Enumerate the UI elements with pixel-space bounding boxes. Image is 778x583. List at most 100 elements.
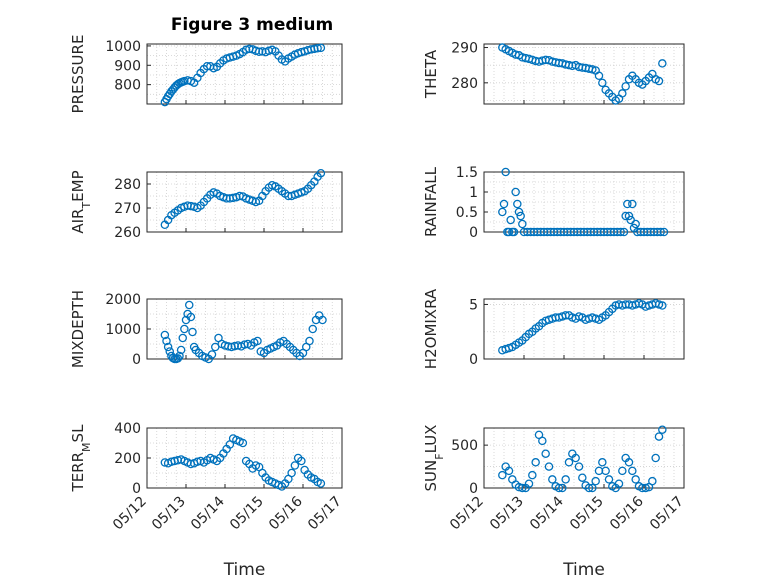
- data-point: [176, 345, 186, 355]
- y-tick-label: 400: [114, 421, 141, 437]
- y-axis-label: THETA: [422, 49, 440, 99]
- data-point: [658, 425, 667, 434]
- data-point: [594, 71, 604, 81]
- y-tick-label: 270: [114, 201, 141, 217]
- data-point: [601, 466, 610, 476]
- data-point: [619, 227, 629, 237]
- data-point: [238, 438, 248, 448]
- x-tick-label: 05/15: [227, 494, 267, 534]
- panel-h2omixra: 0 5 H2OMIXRA: [422, 288, 685, 369]
- series-points: [160, 43, 326, 107]
- data-point: [162, 336, 171, 346]
- series-points: [160, 300, 327, 364]
- y-axis-label-main: MIXDEPTH: [69, 290, 87, 368]
- axes-frame: [483, 427, 685, 489]
- data-point: [316, 479, 326, 488]
- data-point: [631, 219, 640, 229]
- y-axis-label-suffix: SL: [69, 424, 87, 443]
- data-point: [511, 187, 520, 197]
- y-tick-label: 1000: [105, 39, 141, 55]
- data-point: [258, 47, 267, 56]
- x-tick-label: 05/16: [266, 493, 306, 533]
- data-point: [604, 475, 614, 484]
- data-point: [624, 458, 634, 467]
- y-tick-label: 0.5: [456, 205, 478, 221]
- x-axis-label: Time: [223, 560, 266, 580]
- data-point: [554, 483, 564, 493]
- series-points: [498, 299, 667, 355]
- data-point: [623, 199, 632, 209]
- data-point: [651, 453, 660, 463]
- y-axis-label-suffix: EMP: [69, 170, 87, 201]
- panel-mixdepth: 0 1000 2000 MIXDEPTH: [69, 290, 343, 368]
- data-point: [628, 199, 637, 209]
- data-point: [308, 324, 317, 334]
- data-point: [287, 468, 296, 478]
- y-tick-label: 1: [469, 185, 478, 201]
- y-axis-label-subscript: M: [80, 442, 93, 452]
- y-tick-label: 900: [114, 58, 141, 74]
- y-axis-label: PRESSURE: [69, 35, 87, 114]
- data-point: [654, 432, 664, 441]
- data-point: [624, 211, 634, 221]
- data-point: [616, 227, 625, 237]
- data-point: [518, 219, 527, 229]
- figure-title: Figure 3 medium: [171, 15, 333, 35]
- data-point: [588, 483, 597, 493]
- data-point: [631, 475, 640, 484]
- data-point: [514, 207, 524, 217]
- data-point: [316, 168, 326, 178]
- data-point: [506, 215, 515, 225]
- y-tick-label: 280: [114, 177, 141, 193]
- data-point: [516, 211, 525, 221]
- y-axis-label-main: H2OMIXRA: [422, 288, 440, 369]
- data-point: [584, 483, 594, 493]
- series-points: [498, 167, 669, 237]
- data-point: [318, 315, 327, 325]
- data-point: [504, 466, 514, 476]
- data-point: [558, 483, 567, 493]
- panel-air_temp: 260 270 280 AIRTEMP: [69, 168, 343, 241]
- data-point: [614, 479, 624, 488]
- y-axis-label: AIRTEMP: [69, 170, 93, 233]
- data-point: [180, 76, 189, 86]
- data-point: [498, 470, 507, 480]
- y-axis-label-main: RAINFALL: [422, 166, 440, 237]
- y-axis-label-main: PRESSURE: [69, 35, 87, 114]
- x-tick-label: 05/17: [647, 494, 687, 534]
- axes-frame: [483, 43, 685, 105]
- y-tick-label: 5: [469, 297, 478, 313]
- data-point: [165, 347, 174, 356]
- data-point: [541, 449, 550, 458]
- x-tick-label: 05/16: [607, 493, 647, 533]
- data-point: [254, 47, 264, 56]
- y-axis-label-main: THETA: [422, 49, 440, 99]
- series-points: [498, 43, 667, 105]
- data-point: [230, 341, 239, 351]
- data-point: [578, 473, 587, 482]
- y-tick-label: 0: [469, 352, 478, 368]
- data-point: [222, 194, 231, 203]
- y-tick-label: 500: [451, 438, 478, 454]
- data-point: [207, 350, 217, 359]
- x-tick-label: 05/14: [188, 493, 228, 533]
- panel-rainfall: 0 0.5 1 1.5 RAINFALL: [422, 165, 685, 241]
- y-tick-label: 0: [132, 352, 141, 368]
- data-point: [518, 483, 527, 493]
- axes-frame: [146, 171, 343, 233]
- data-point: [253, 336, 262, 346]
- data-point: [561, 475, 570, 484]
- data-point: [175, 351, 184, 361]
- y-tick-label: 0: [469, 225, 478, 241]
- data-point: [598, 78, 607, 88]
- data-point: [184, 300, 194, 310]
- panel-pressure: 800 900 1000 PRESSURE: [69, 35, 343, 114]
- series-points: [498, 425, 667, 493]
- y-axis-label-main: SUN: [422, 460, 440, 492]
- data-point: [621, 82, 630, 91]
- data-point: [178, 333, 187, 343]
- data-point: [173, 354, 183, 363]
- data-point: [658, 59, 667, 68]
- data-point: [531, 458, 540, 467]
